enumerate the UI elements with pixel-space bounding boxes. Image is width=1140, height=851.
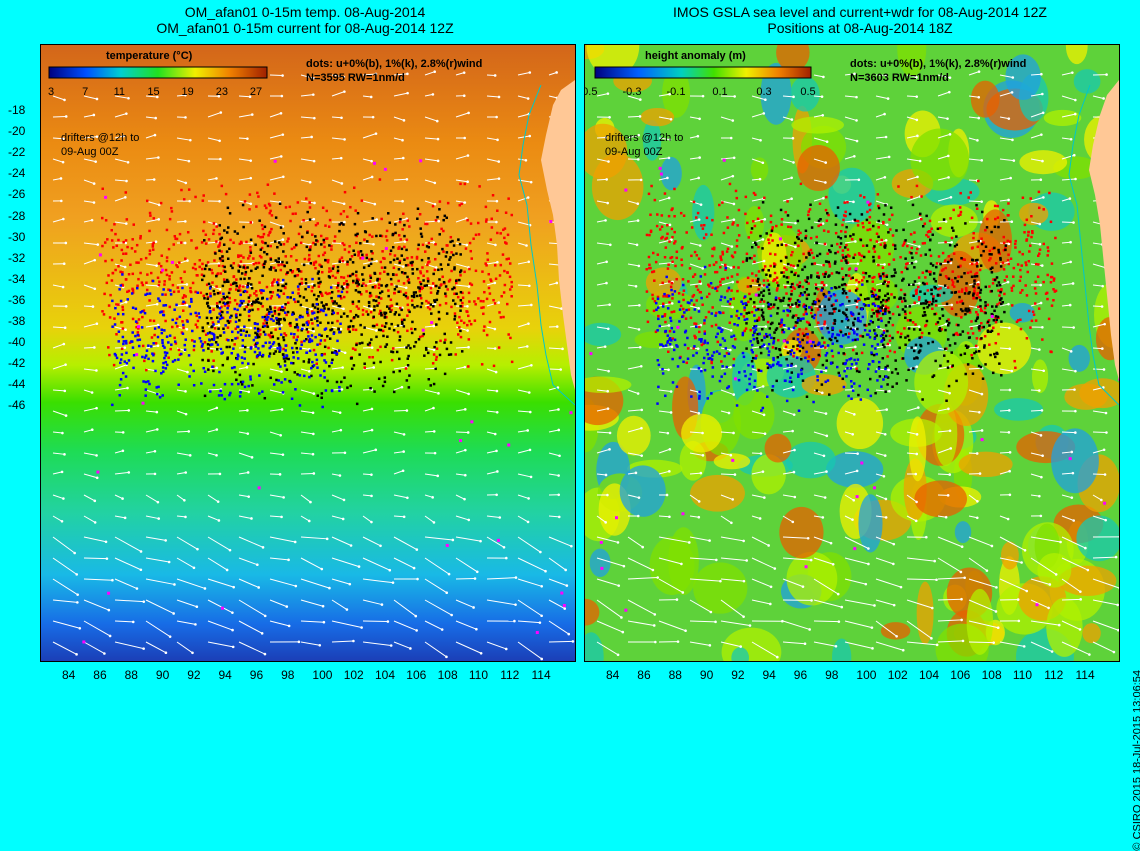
- info-line1-left: dots: u+0%(b), 1%(k), 2.8%(r)wind: [306, 58, 482, 70]
- temperature-map-svg: temperature (°C) 3 7 11 15 19 23 27 dots: u+0%…: [41, 45, 575, 661]
- longitude-label-right: 112: [1044, 668, 1063, 682]
- colorbar-tick-label: 0.5: [800, 86, 815, 98]
- right-title-line2: Positions at 08-Aug-2014 18Z: [580, 20, 1140, 36]
- info-line2-left: N=3595 RW=1nm/d: [306, 72, 405, 84]
- colorbar-tick-label: 27: [250, 86, 262, 98]
- right-map-title: IMOS GSLA sea level and current+wdr for …: [580, 4, 1140, 36]
- longitude-label-right: 88: [669, 668, 682, 682]
- latitude-label: -20: [8, 124, 25, 138]
- longitude-label-left: 92: [187, 668, 200, 682]
- right-title-line1: IMOS GSLA sea level and current+wdr for …: [580, 4, 1140, 20]
- longitude-label-left: 88: [125, 668, 138, 682]
- longitude-label-right: 100: [856, 668, 876, 682]
- colorbar-tick-label: 3: [48, 86, 54, 98]
- latitude-label: -44: [8, 377, 25, 391]
- longitude-label-left: 96: [250, 668, 263, 682]
- longitude-label-right: 86: [637, 668, 650, 682]
- latitude-label: -42: [8, 356, 25, 370]
- latitude-label: -30: [8, 230, 25, 244]
- longitude-label-left: 112: [500, 668, 519, 682]
- longitude-label-right: 98: [825, 668, 838, 682]
- copyright-notice: © CSIRO 2015 18-Jul-2015 13:06:54: [1132, 670, 1140, 851]
- latitude-label: -24: [8, 166, 25, 180]
- longitude-label-right: 106: [950, 668, 970, 682]
- longitude-label-left: 108: [438, 668, 458, 682]
- longitude-label-right: 104: [919, 668, 939, 682]
- note-line2-left: 09-Aug 00Z: [61, 146, 119, 158]
- longitude-label-right: 84: [606, 668, 619, 682]
- left-title-line2: OM_afan01 0-15m current for 08-Aug-2014 …: [25, 20, 585, 36]
- longitude-label-left: 106: [406, 668, 426, 682]
- longitude-label-left: 90: [156, 668, 169, 682]
- temperature-colorbar: temperature (°C) 3 7 11 15 19 23 27: [48, 50, 267, 98]
- colorbar-tick-label: 19: [182, 86, 194, 98]
- longitude-label-left: 102: [344, 668, 364, 682]
- colorbar-tick-label: 15: [147, 86, 159, 98]
- note-line1-left: drifters @12h to: [61, 132, 139, 144]
- latitude-label: -26: [8, 187, 25, 201]
- colorbar-title-right: height anomaly (m): [645, 50, 746, 62]
- note-line2-right: 09-Aug 00Z: [605, 146, 663, 158]
- colorbar-tick-label: 23: [216, 86, 228, 98]
- temperature-map-panel[interactable]: temperature (°C) 3 7 11 15 19 23 27 dots: u+0%…: [40, 44, 576, 662]
- longitude-label-left: 104: [375, 668, 395, 682]
- longitude-label-right: 102: [888, 668, 908, 682]
- colorbar-tick-label: 0.1: [712, 86, 727, 98]
- longitude-label-right: 114: [1076, 668, 1095, 682]
- longitude-label-left: 110: [469, 668, 488, 682]
- longitude-label-right: 108: [982, 668, 1002, 682]
- longitude-label-left: 94: [219, 668, 232, 682]
- longitude-label-right: 96: [794, 668, 807, 682]
- latitude-label: -34: [8, 272, 25, 286]
- longitude-label-right: 94: [763, 668, 776, 682]
- sea-level-map-svg: height anomaly (m) -0.5 -0.3 -0.1 0.1 0.3 0.5…: [585, 45, 1119, 661]
- colorbar-tick-label: -0.1: [667, 86, 686, 98]
- drifter-dots-left: [82, 159, 572, 643]
- land-australia-left: [541, 80, 575, 390]
- colorbar-tick-label: 7: [82, 86, 88, 98]
- colorbar-tick-label: 11: [114, 86, 125, 98]
- latitude-label: -22: [8, 145, 25, 159]
- longitude-label-left: 114: [532, 668, 551, 682]
- latitude-label: -36: [8, 293, 25, 307]
- longitude-label-left: 84: [62, 668, 75, 682]
- note-line1-right: drifters @12h to: [605, 132, 683, 144]
- latitude-label: -18: [8, 103, 25, 117]
- longitude-label-right: 90: [700, 668, 713, 682]
- longitude-label-left: 100: [312, 668, 332, 682]
- latitude-label: -40: [8, 335, 25, 349]
- sea-level-map-panel[interactable]: height anomaly (m) -0.5 -0.3 -0.1 0.1 0.3 0.5…: [584, 44, 1120, 662]
- latitude-label: -28: [8, 209, 25, 223]
- colorbar-tick-label: -0.3: [623, 86, 642, 98]
- longitude-label-left: 86: [93, 668, 106, 682]
- latitude-label: -46: [8, 398, 25, 412]
- left-map-title: OM_afan01 0-15m temp. 08-Aug-2014 OM_afa…: [25, 4, 585, 36]
- colorbar-title-left: temperature (°C): [106, 50, 193, 62]
- longitude-label-right: 110: [1013, 668, 1032, 682]
- longitude-label-right: 92: [731, 668, 744, 682]
- info-line2-right: N=3603 RW=1nm/d: [850, 72, 949, 84]
- latitude-label: -32: [8, 251, 25, 265]
- info-line1-right: dots: u+0%(b), 1%(k), 2.8%(r)wind: [850, 58, 1026, 70]
- colorbar-tick-label: 0.3: [756, 86, 771, 98]
- colorbar-tick-label: -0.5: [585, 86, 597, 98]
- latitude-label: -38: [8, 314, 25, 328]
- left-title-line1: OM_afan01 0-15m temp. 08-Aug-2014: [25, 4, 585, 20]
- longitude-label-left: 98: [281, 668, 294, 682]
